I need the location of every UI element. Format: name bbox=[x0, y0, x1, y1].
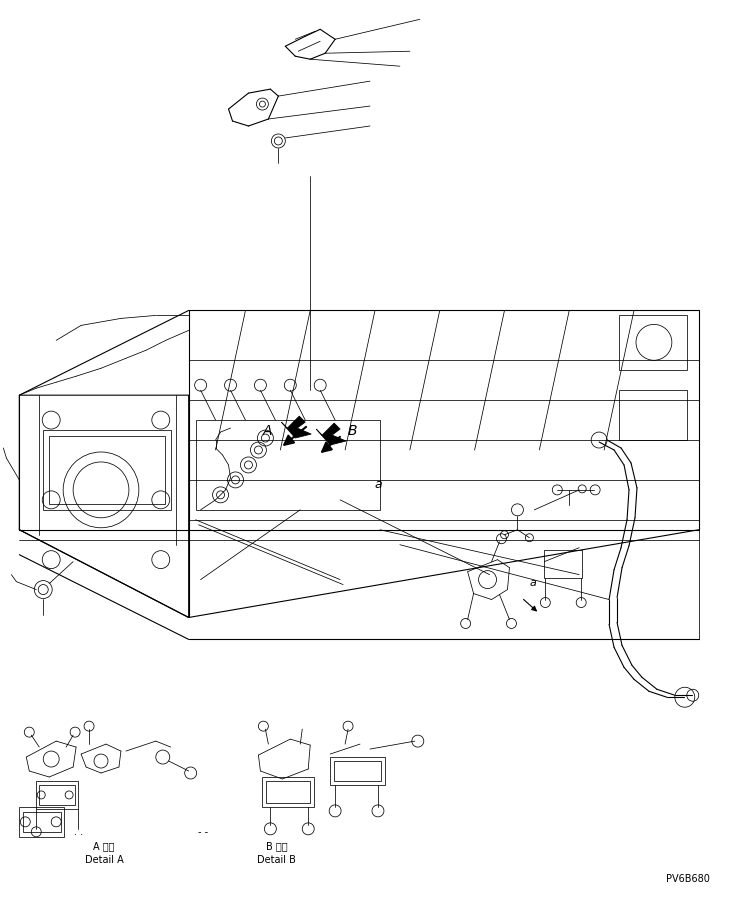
Bar bbox=[619, 316, 687, 370]
Bar bbox=[43, 430, 171, 510]
Bar bbox=[545, 549, 582, 577]
Polygon shape bbox=[282, 416, 311, 438]
Text: B 詳細: B 詳細 bbox=[266, 842, 287, 851]
Bar bbox=[24, 812, 61, 832]
Polygon shape bbox=[316, 423, 346, 445]
Bar bbox=[619, 391, 687, 440]
Bar bbox=[334, 761, 381, 781]
Text: a: a bbox=[529, 577, 537, 587]
Text: A: A bbox=[262, 424, 272, 438]
Bar bbox=[19, 807, 64, 837]
Text: A 詳細: A 詳細 bbox=[94, 842, 115, 851]
Text: - -: - - bbox=[198, 827, 209, 837]
Bar bbox=[262, 777, 314, 807]
Bar bbox=[330, 757, 385, 785]
Text: a: a bbox=[375, 478, 383, 491]
Bar bbox=[195, 420, 380, 510]
Bar bbox=[49, 436, 165, 504]
Text: PV6B680: PV6B680 bbox=[666, 874, 710, 885]
Text: Detail A: Detail A bbox=[85, 854, 124, 865]
Bar bbox=[36, 781, 78, 809]
Bar bbox=[39, 785, 75, 805]
Bar bbox=[266, 781, 310, 803]
Text: Detail B: Detail B bbox=[257, 854, 296, 865]
Text: B: B bbox=[348, 424, 357, 438]
Text: . .: . . bbox=[74, 827, 83, 837]
